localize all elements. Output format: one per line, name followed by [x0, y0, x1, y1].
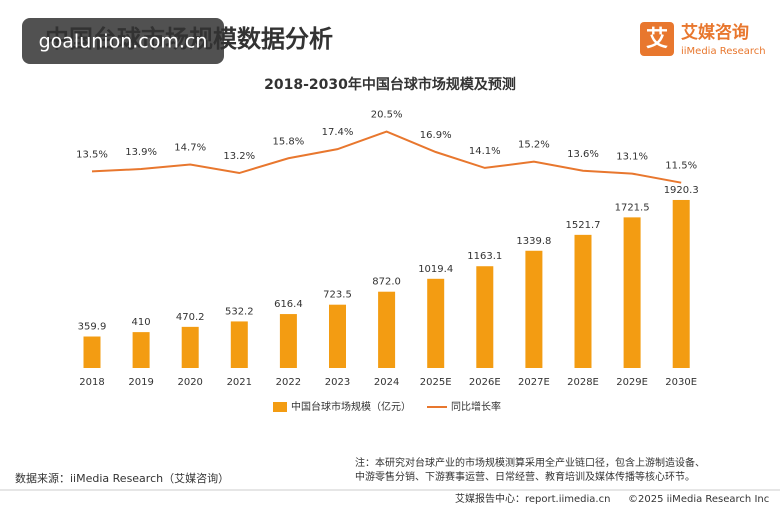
data-label: 1721.5	[615, 202, 650, 213]
data-label: 1521.7	[566, 220, 601, 231]
x-tick-label: 2023	[325, 377, 350, 388]
bar	[230, 321, 248, 368]
data-label: 20.5%	[371, 110, 403, 121]
chart-title: 2018-2030年中国台球市场规模及预测	[264, 76, 516, 93]
data-label: 723.5	[323, 290, 352, 301]
bar	[378, 291, 396, 368]
data-label: 13.1%	[616, 152, 648, 163]
data-label: 16.9%	[420, 130, 452, 141]
data-label: 11.5%	[665, 161, 697, 172]
legend-marker	[273, 402, 287, 412]
x-tick-label: 2030E	[665, 377, 697, 388]
data-label: 872.0	[372, 277, 401, 288]
x-tick-label: 2027E	[518, 377, 550, 388]
logo-icon	[640, 22, 674, 56]
watermark: goalunion.com.cn	[39, 31, 208, 53]
bar	[623, 217, 641, 368]
logo-name: 艾媒咨询	[681, 22, 749, 43]
bar	[672, 199, 690, 368]
data-label: 359.9	[78, 322, 107, 333]
data-label: 15.2%	[518, 140, 550, 151]
bar	[574, 234, 592, 368]
x-tick-label: 2026E	[469, 377, 501, 388]
x-tick-label: 2021	[227, 377, 252, 388]
data-label: 13.9%	[125, 147, 157, 158]
x-tick-label: 2018	[79, 377, 104, 388]
data-label: 532.2	[225, 306, 254, 317]
bar	[279, 314, 297, 368]
data-label: 13.5%	[76, 149, 108, 160]
data-label: 1019.4	[418, 264, 453, 275]
data-label: 1920.3	[664, 185, 699, 196]
bar	[525, 250, 543, 368]
x-tick-label: 2019	[128, 377, 153, 388]
x-tick-label: 2022	[276, 377, 301, 388]
x-tick-label: 2025E	[420, 377, 452, 388]
footer-right: ©2025 iiMedia Research Inc	[628, 494, 769, 505]
line	[91, 130, 682, 184]
note-line: 注：本研究对台球产业的市场规模测算采用全产业链口径，包含上游制造设备、	[355, 456, 705, 469]
logo-mark: 艾	[646, 27, 668, 52]
bar	[476, 266, 494, 368]
legend-label: 中国台球市场规模（亿元）	[291, 400, 411, 413]
note-line: 中游零售分销、下游赛事运营、日常经营、教育培训及媒体传播等核心环节。	[355, 470, 695, 483]
x-tick-label: 2028E	[567, 377, 599, 388]
watermark-box	[22, 18, 224, 64]
data-label: 13.2%	[223, 151, 255, 162]
x-tick-label: 2020	[177, 377, 202, 388]
bar	[83, 336, 101, 368]
footer-left: 艾媒报告中心：report.iimedia.cn	[455, 492, 610, 505]
logo-sub: iiMedia Research	[681, 46, 766, 57]
data-label: 616.4	[274, 299, 303, 310]
data-label: 15.8%	[273, 136, 305, 147]
data-label: 14.7%	[174, 143, 206, 154]
bar	[427, 278, 445, 368]
data-label: 1339.8	[516, 236, 551, 247]
bar	[181, 326, 199, 368]
x-tick-label: 2029E	[616, 377, 648, 388]
x-tick-label: 2024	[374, 377, 399, 388]
bar	[329, 304, 346, 368]
data-label: 17.4%	[322, 127, 354, 138]
data-label: 470.2	[176, 312, 205, 323]
data-label: 14.1%	[469, 146, 501, 157]
data-label: 13.6%	[567, 149, 599, 160]
bar	[132, 332, 150, 368]
source: 数据来源：iiMedia Research（艾媒咨询）	[15, 471, 229, 485]
data-label: 410	[132, 317, 151, 328]
data-label: 1163.1	[467, 251, 502, 262]
legend-label: 同比增长率	[451, 400, 501, 413]
